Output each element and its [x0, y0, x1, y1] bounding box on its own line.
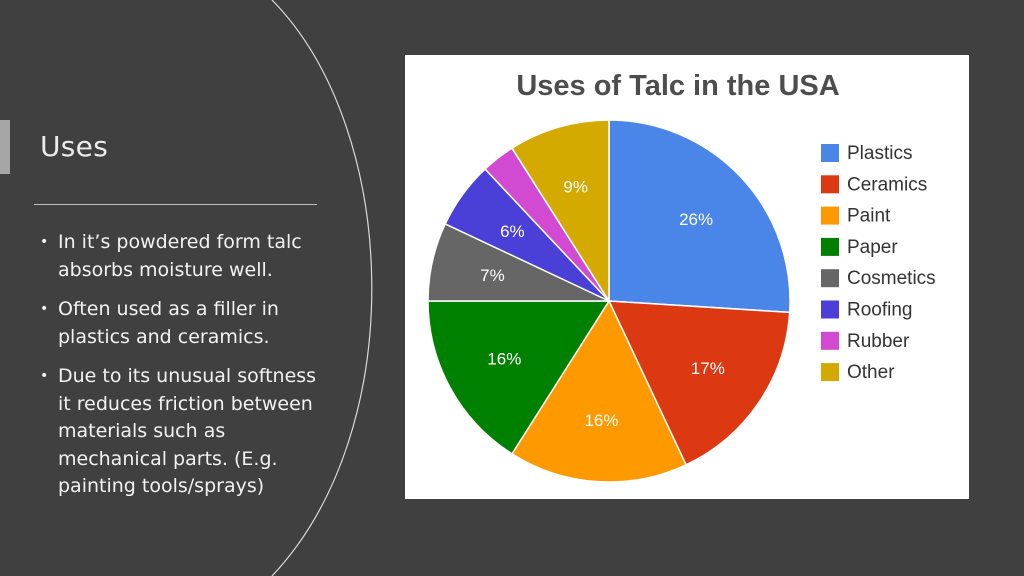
title-accent-bar: [0, 120, 10, 174]
legend-swatch-paint: [821, 206, 839, 225]
bullet-dot-icon: •: [40, 234, 49, 250]
legend-swatch-rubber: [821, 331, 839, 350]
legend-label-roofing: Roofing: [847, 300, 913, 321]
legend-swatch-ceramics: [821, 175, 839, 194]
slice-label-plastics: 26%: [679, 210, 713, 229]
pie-slice-other: [510, 119, 610, 304]
pie-slice-paper: [427, 300, 611, 455]
chart-panel: Uses of Talc in the USA 26% 17% 16% 16% 7% 6%…: [405, 55, 969, 499]
bullet-dot-icon: •: [40, 368, 49, 384]
slice-label-paint: 16%: [584, 411, 618, 430]
legend-label-cosmetics: Cosmetics: [847, 268, 936, 289]
slice-label-paper: 16%: [487, 350, 521, 369]
bullet-item: • Due to its unusual softness it reduces …: [40, 363, 325, 501]
chart-title: Uses of Talc in the USA: [516, 70, 839, 102]
slide-title: Uses: [40, 130, 109, 163]
legend-swatch-plastics: [821, 144, 839, 162]
bullet-text: In it’s powdered form talc absorbs moist…: [58, 231, 302, 281]
slice-label-other: 9%: [563, 177, 588, 196]
bullet-text: Often used as a filler in plastics and c…: [58, 298, 279, 348]
pie-chart: Uses of Talc in the USA 26% 17% 16% 16% 7% 6%…: [427, 70, 936, 483]
bullet-item: • In it’s powdered form talc absorbs mois…: [40, 229, 325, 284]
pie-slice-ceramics: [607, 300, 791, 466]
legend-label-ceramics: Ceramics: [847, 174, 927, 195]
legend-swatch-cosmetics: [821, 269, 839, 288]
bullet-text: Due to its unusual softness it reduces f…: [58, 365, 317, 497]
legend-label-rubber: Rubber: [847, 331, 910, 352]
slice-label-ceramics: 17%: [691, 359, 725, 378]
legend-swatch-roofing: [821, 300, 839, 319]
legend-label-paint: Paint: [847, 206, 891, 227]
pie-slice-plastics: [608, 119, 791, 314]
legend-swatch-paper: [821, 237, 839, 256]
slice-label-cosmetics: 7%: [480, 266, 505, 285]
pie-slice-paint: [510, 299, 688, 483]
slice-label-roofing: 6%: [500, 222, 525, 241]
bullet-list: • In it’s powdered form talc absorbs mois…: [40, 229, 325, 513]
bullet-dot-icon: •: [40, 301, 49, 317]
legend-label-paper: Paper: [847, 237, 898, 258]
title-divider: [34, 204, 317, 205]
legend-label-plastics: Plastics: [847, 143, 912, 164]
legend-label-other: Other: [847, 362, 895, 383]
legend-swatch-other: [821, 363, 839, 382]
bullet-item: • Often used as a filler in plastics and …: [40, 296, 325, 351]
